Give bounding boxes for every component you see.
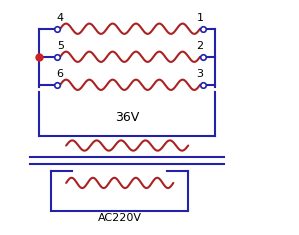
Text: 6: 6 bbox=[57, 69, 64, 79]
Text: 2: 2 bbox=[196, 41, 204, 51]
Text: 1: 1 bbox=[197, 13, 204, 23]
Text: 36V: 36V bbox=[115, 111, 139, 124]
Text: AC220V: AC220V bbox=[98, 213, 142, 223]
Text: 3: 3 bbox=[197, 69, 204, 79]
Text: 4: 4 bbox=[57, 13, 64, 23]
Text: 5: 5 bbox=[57, 41, 64, 51]
